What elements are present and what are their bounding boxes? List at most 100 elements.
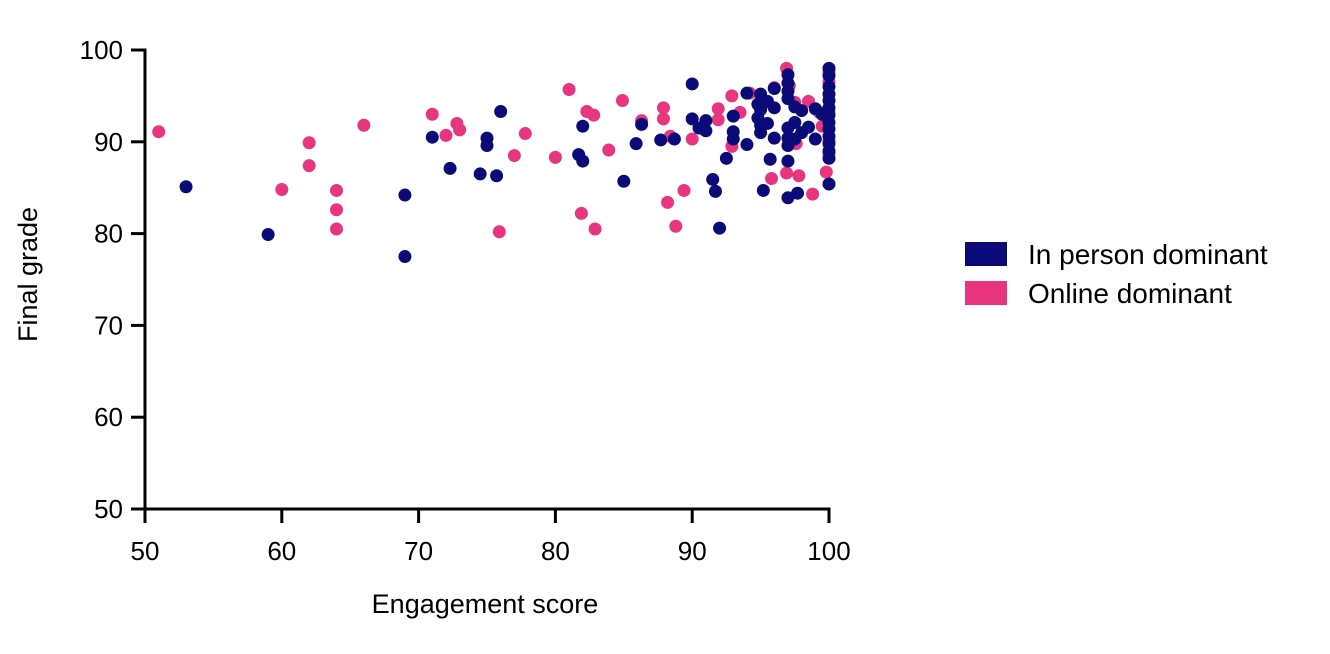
data-point	[822, 69, 836, 83]
data-point	[425, 107, 439, 121]
y-tick-label: 70	[94, 310, 123, 340]
data-point	[801, 120, 815, 134]
legend-label: Online dominant	[1028, 278, 1232, 309]
data-point	[822, 177, 836, 191]
data-point	[667, 132, 681, 146]
series-in-person	[179, 61, 836, 264]
data-point	[548, 150, 562, 164]
data-point	[706, 172, 720, 186]
y-tick-label: 80	[94, 219, 123, 249]
x-tick-label: 90	[678, 536, 707, 566]
data-point	[494, 105, 508, 119]
data-point	[763, 152, 777, 166]
data-point	[725, 89, 739, 103]
data-point	[480, 138, 494, 152]
legend-label: In person dominant	[1028, 239, 1268, 270]
data-point	[781, 154, 795, 168]
data-point	[726, 132, 740, 146]
data-point	[788, 116, 802, 130]
data-point	[518, 127, 532, 141]
data-point	[492, 225, 506, 239]
data-point	[760, 116, 774, 130]
data-point	[439, 128, 453, 142]
data-point	[713, 221, 727, 235]
data-point	[602, 143, 616, 157]
y-tick-label: 60	[94, 402, 123, 432]
data-point	[507, 149, 521, 163]
data-point	[711, 113, 725, 127]
data-point	[656, 101, 670, 115]
data-point	[795, 104, 809, 118]
data-point	[822, 151, 836, 165]
y-axis-title: Final grade	[13, 207, 43, 342]
data-point	[576, 119, 590, 133]
data-point	[302, 136, 316, 150]
data-point	[791, 186, 805, 200]
data-point	[574, 206, 588, 220]
data-point	[330, 203, 344, 217]
data-point	[576, 154, 590, 168]
x-axis-title: Engagement score	[372, 589, 599, 619]
data-point	[669, 219, 683, 233]
data-point	[767, 101, 781, 115]
x-tick-label: 80	[541, 536, 570, 566]
y-tick-label: 90	[94, 127, 123, 157]
data-point	[302, 159, 316, 173]
data-point	[699, 124, 713, 138]
data-point	[473, 167, 487, 181]
data-point	[699, 114, 713, 128]
data-point	[617, 174, 631, 188]
data-point	[719, 151, 733, 165]
data-point	[819, 165, 833, 179]
data-point	[357, 118, 371, 132]
x-tick-label: 50	[131, 536, 160, 566]
data-point	[685, 132, 699, 146]
data-point	[453, 123, 467, 137]
data-point	[708, 184, 722, 198]
axes: 50 60 70 80 90 100 50 60 70 80 90 100	[80, 35, 851, 566]
legend-swatch	[965, 281, 1007, 305]
legend-item: In person dominant	[965, 239, 1268, 270]
data-point	[685, 77, 699, 91]
data-points	[152, 61, 836, 264]
y-tick-label: 50	[94, 494, 123, 524]
data-point	[792, 169, 806, 183]
x-axis-ticks: 50 60 70 80 90 100	[131, 509, 851, 566]
legend: In person dominant Online dominant	[965, 239, 1268, 309]
x-tick-label: 70	[404, 536, 433, 566]
y-axis-ticks: 50 60 70 80 90 100	[80, 35, 145, 524]
data-point	[661, 195, 675, 209]
data-point	[443, 161, 457, 175]
y-tick-label: 100	[80, 35, 123, 65]
data-point	[685, 112, 699, 126]
series-online	[152, 61, 836, 239]
data-point	[629, 137, 643, 151]
data-point	[740, 138, 754, 152]
data-point	[767, 131, 781, 145]
legend-item: Online dominant	[965, 278, 1232, 309]
data-point	[588, 222, 602, 236]
data-point	[398, 250, 412, 264]
data-point	[635, 117, 649, 131]
data-point	[398, 188, 412, 202]
data-point	[261, 228, 275, 242]
data-point	[808, 132, 822, 146]
data-point	[179, 180, 193, 194]
data-point	[656, 112, 670, 126]
legend-swatch	[965, 242, 1007, 266]
data-point	[767, 82, 781, 96]
data-point	[562, 82, 576, 96]
data-point	[740, 86, 754, 100]
data-point	[711, 102, 725, 116]
data-point	[754, 126, 768, 140]
data-point	[756, 183, 770, 197]
x-tick-label: 60	[267, 536, 296, 566]
data-point	[152, 125, 166, 139]
data-point	[780, 166, 794, 180]
data-point	[726, 109, 740, 123]
data-point	[330, 183, 344, 197]
data-point	[765, 172, 779, 186]
data-point	[330, 222, 344, 236]
x-tick-label: 100	[807, 536, 850, 566]
